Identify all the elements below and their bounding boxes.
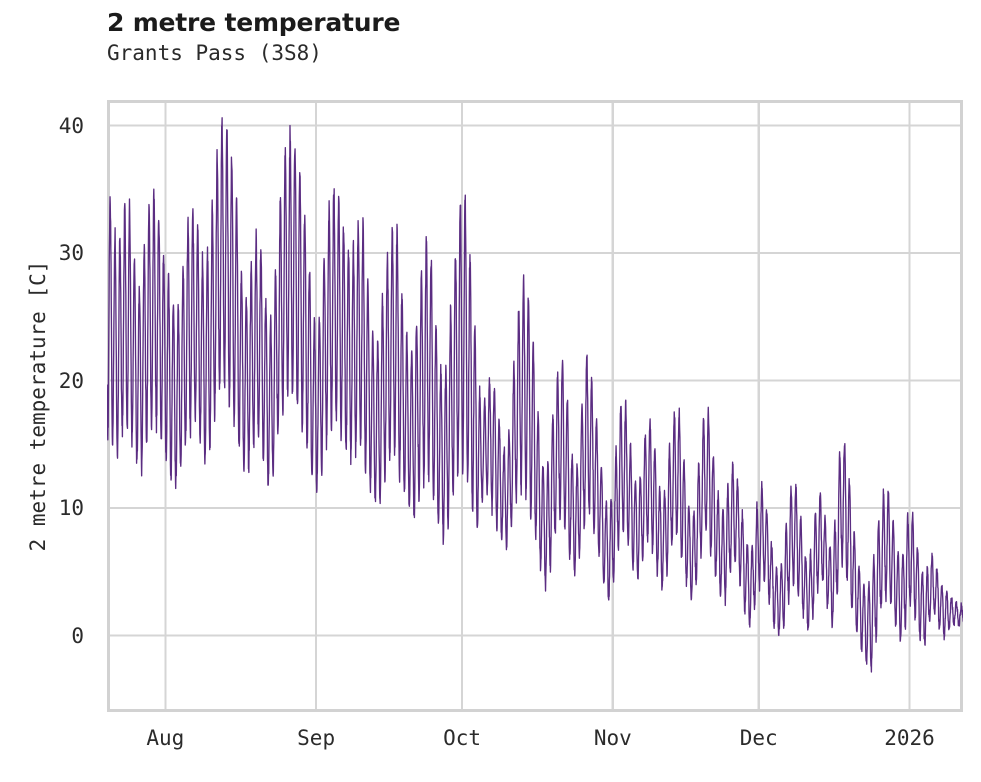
x-tick-label: Sep — [297, 726, 336, 750]
title-block: 2 metre temperature Grants Pass (3S8) — [107, 8, 967, 66]
x-tick-label: Dec — [739, 726, 778, 750]
x-tick-label: 2026 — [884, 726, 935, 750]
y-axis-label-wrapper: 2 metre temperature [C] — [18, 100, 58, 712]
page-title: 2 metre temperature — [107, 8, 401, 37]
y-tick-label: 0 — [71, 623, 84, 648]
axis-spines — [107, 100, 963, 712]
chart-subtitle: Grants Pass (3S8) — [107, 41, 322, 65]
y-tick-label: 10 — [58, 496, 84, 520]
data-series-group — [107, 117, 963, 673]
chart-canvas — [107, 100, 963, 712]
y-axis-label: 2 metre temperature [C] — [26, 260, 50, 552]
y-tick-label: 30 — [58, 241, 84, 265]
temperature-series-line — [107, 117, 963, 673]
x-tick-label: Nov — [593, 726, 632, 750]
x-tick-label: Aug — [146, 726, 185, 750]
plot-area — [107, 100, 963, 712]
y-tick-label: 40 — [58, 113, 84, 138]
x-tick-label: Oct — [443, 726, 481, 750]
y-tick-label: 20 — [58, 368, 84, 393]
